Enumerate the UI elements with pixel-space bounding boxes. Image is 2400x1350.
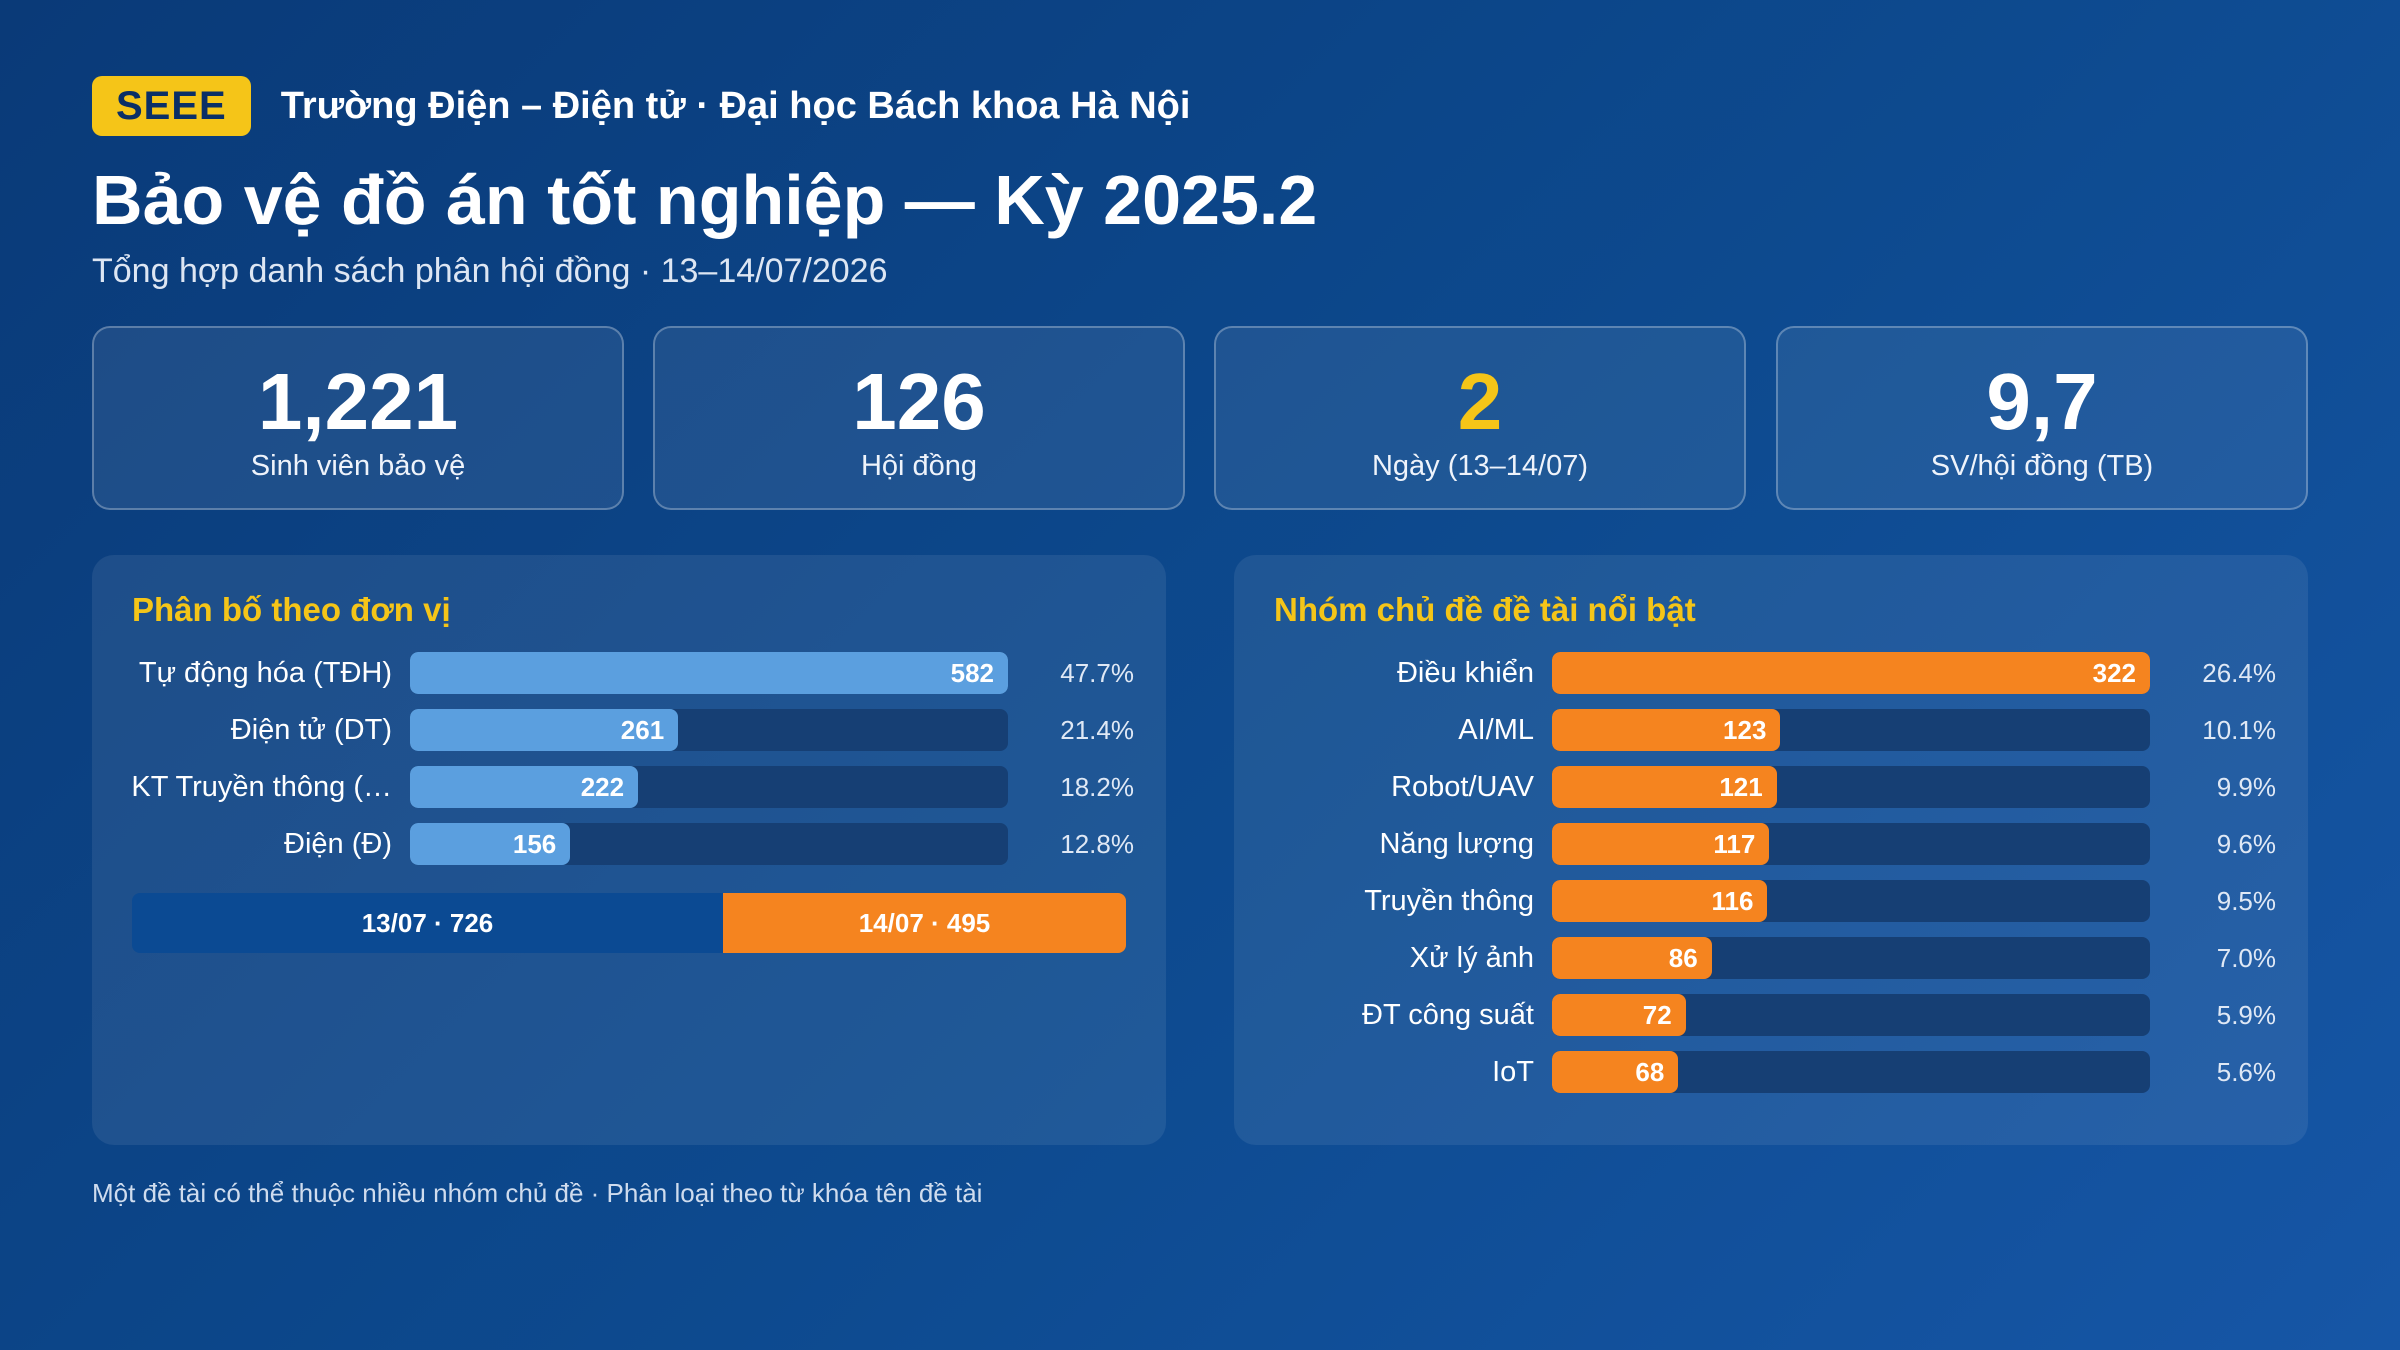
topics-panel-title: Nhóm chủ đề đề tài nổi bật: [1274, 591, 1696, 628]
bar: 156: [410, 823, 571, 865]
page-subtitle: Tổng hợp danh sách phân hội đồng · 13–14…: [92, 252, 888, 290]
bar-label: Điện tử (DT): [230, 714, 392, 746]
bar-percent-label: 9.9%: [2216, 772, 2276, 802]
bar-value-label: 68: [1635, 1057, 1665, 1087]
bar-value-label: 582: [950, 658, 994, 688]
bar-percent-label: 18.2%: [1060, 772, 1134, 802]
bar-label: ĐT công suất: [1362, 999, 1534, 1031]
bar-value-label: 156: [512, 829, 557, 859]
bar-row: Điện (Đ) 156 12.8%: [92, 823, 1166, 865]
bar-value-label: 322: [2092, 658, 2136, 688]
bar: 123: [1552, 709, 1781, 751]
bar: 116: [1552, 880, 1768, 922]
bar-percent-label: 26.4%: [2202, 658, 2276, 688]
brand-row: SEEE Trường Điện – Điện tử · Đại học Bác…: [92, 76, 2308, 136]
bar-percent-label: 21.4%: [1060, 715, 1134, 745]
stat-label: SV/hội đồng (TB): [1930, 450, 2154, 482]
stat-card-councils: 126 Hội đồng: [653, 326, 1185, 510]
stat-label: Hội đồng: [860, 450, 978, 482]
bar-row: Điều khiển 322 26.4%: [1234, 652, 2308, 694]
stats-row: 1,221 Sinh viên bảo vệ 126 Hội đồng 2 Ng…: [92, 326, 2308, 510]
units-panel: Phân bố theo đơn vị Tự động hóa (TĐH) 582…: [92, 555, 1166, 1145]
bar: 68: [1552, 1051, 1679, 1093]
bar-label: AI/ML: [1458, 714, 1534, 746]
bar-label: Điện (Đ): [284, 828, 392, 860]
bar-row: IoT 68 5.6%: [1234, 1051, 2308, 1093]
bar-label: Robot/UAV: [1391, 771, 1534, 803]
bar: 86: [1552, 937, 1712, 979]
day-segment: 14/07 · 495: [723, 893, 1126, 953]
bar-label: IoT: [1492, 1056, 1534, 1088]
bar-percent-label: 7.0%: [2216, 943, 2276, 973]
stat-card-days: 2 Ngày (13–14/07): [1214, 326, 1746, 510]
bar-track: 322: [1552, 652, 2150, 694]
bar: 117: [1552, 823, 1770, 865]
brand-badge: SEEE: [92, 76, 251, 136]
bar-percent-label: 47.7%: [1060, 658, 1134, 688]
bar-track: 121: [1552, 766, 2150, 808]
footnote: Một đề tài có thể thuộc nhiều nhóm chủ đ…: [92, 1178, 983, 1208]
day-split-bar: 13/07 · 726 14/07 · 495: [132, 893, 1126, 953]
bar-percent-label: 5.6%: [2216, 1057, 2276, 1087]
bar-track: 222: [410, 766, 1008, 808]
bar-row: Điện tử (DT) 261 21.4%: [92, 709, 1166, 751]
bar-percent-label: 5.9%: [2216, 1000, 2276, 1030]
stat-value: 1,221: [257, 357, 459, 446]
bar-value-label: 116: [1711, 886, 1754, 916]
bar-track: 86: [1552, 937, 2150, 979]
bar-row: Truyền thông 116 9.5%: [1234, 880, 2308, 922]
bar-percent-label: 10.1%: [2202, 715, 2276, 745]
bar-percent-label: 12.8%: [1060, 829, 1134, 859]
day-segment: 13/07 · 726: [132, 893, 724, 953]
bar-label: Tự động hóa (TĐH): [138, 657, 392, 689]
bar-value-label: 72: [1642, 1000, 1672, 1030]
bar-percent-label: 9.6%: [2216, 829, 2276, 859]
stat-value: 2: [1457, 357, 1503, 446]
bar: 121: [1552, 766, 1777, 808]
bar-track: 123: [1552, 709, 2150, 751]
bar-row: ĐT công suất 72 5.9%: [1234, 994, 2308, 1036]
bar-track: 68: [1552, 1051, 2150, 1093]
bar-track: 261: [410, 709, 1008, 751]
bar: 322: [1552, 652, 2150, 694]
stat-card-students: 1,221 Sinh viên bảo vệ: [92, 326, 624, 510]
units-panel-title: Phân bố theo đơn vị: [132, 591, 451, 628]
bar-track: 72: [1552, 994, 2150, 1036]
stat-label: Sinh viên bảo vệ: [250, 450, 466, 482]
bar-track: 116: [1552, 880, 2150, 922]
bar: 222: [410, 766, 639, 808]
bar-value-label: 261: [620, 715, 665, 745]
bar-row: KT Truyền thông (… 222 18.2%: [92, 766, 1166, 808]
bar-label: Điều khiển: [1396, 657, 1534, 689]
bar-label: Truyền thông: [1364, 885, 1534, 917]
bar-row: Robot/UAV 121 9.9%: [1234, 766, 2308, 808]
bar-track: 582: [410, 652, 1008, 694]
bar: 261: [410, 709, 679, 751]
bar-value-label: 222: [580, 772, 625, 802]
header: SEEE Trường Điện – Điện tử · Đại học Bác…: [92, 76, 2308, 291]
topics-panel: Nhóm chủ đề đề tài nổi bật Điều khiển 322…: [1234, 555, 2308, 1145]
bar-value-label: 123: [1723, 715, 1767, 745]
bar-percent-label: 9.5%: [2216, 886, 2276, 916]
bar-row: Xử lý ảnh 86 7.0%: [1234, 937, 2308, 979]
bar-label: Năng lượng: [1379, 828, 1534, 860]
stat-card-average: 9,7 SV/hội đồng (TB): [1776, 326, 2308, 510]
bar: 72: [1552, 994, 1686, 1036]
page-title: Bảo vệ đồ án tốt nghiệp — Kỳ 2025.2: [92, 161, 1318, 239]
bar-label: Xử lý ảnh: [1409, 942, 1534, 974]
bar: 582: [410, 652, 1008, 694]
bar-row: AI/ML 123 10.1%: [1234, 709, 2308, 751]
stat-value: 126: [852, 357, 986, 446]
bar-label: KT Truyền thông (…: [131, 771, 392, 803]
bar-row: Năng lượng 117 9.6%: [1234, 823, 2308, 865]
stat-value: 9,7: [1986, 357, 2098, 446]
bar-track: 117: [1552, 823, 2150, 865]
school-name: Trường Điện – Điện tử · Đại học Bách kho…: [280, 84, 1191, 127]
stat-label: Ngày (13–14/07): [1371, 450, 1589, 482]
bar-value-label: 117: [1713, 829, 1756, 859]
bar-track: 156: [410, 823, 1008, 865]
bar-row: Tự động hóa (TĐH) 582 47.7%: [92, 652, 1166, 694]
bar-value-label: 121: [1719, 772, 1763, 802]
bar-value-label: 86: [1668, 943, 1698, 973]
